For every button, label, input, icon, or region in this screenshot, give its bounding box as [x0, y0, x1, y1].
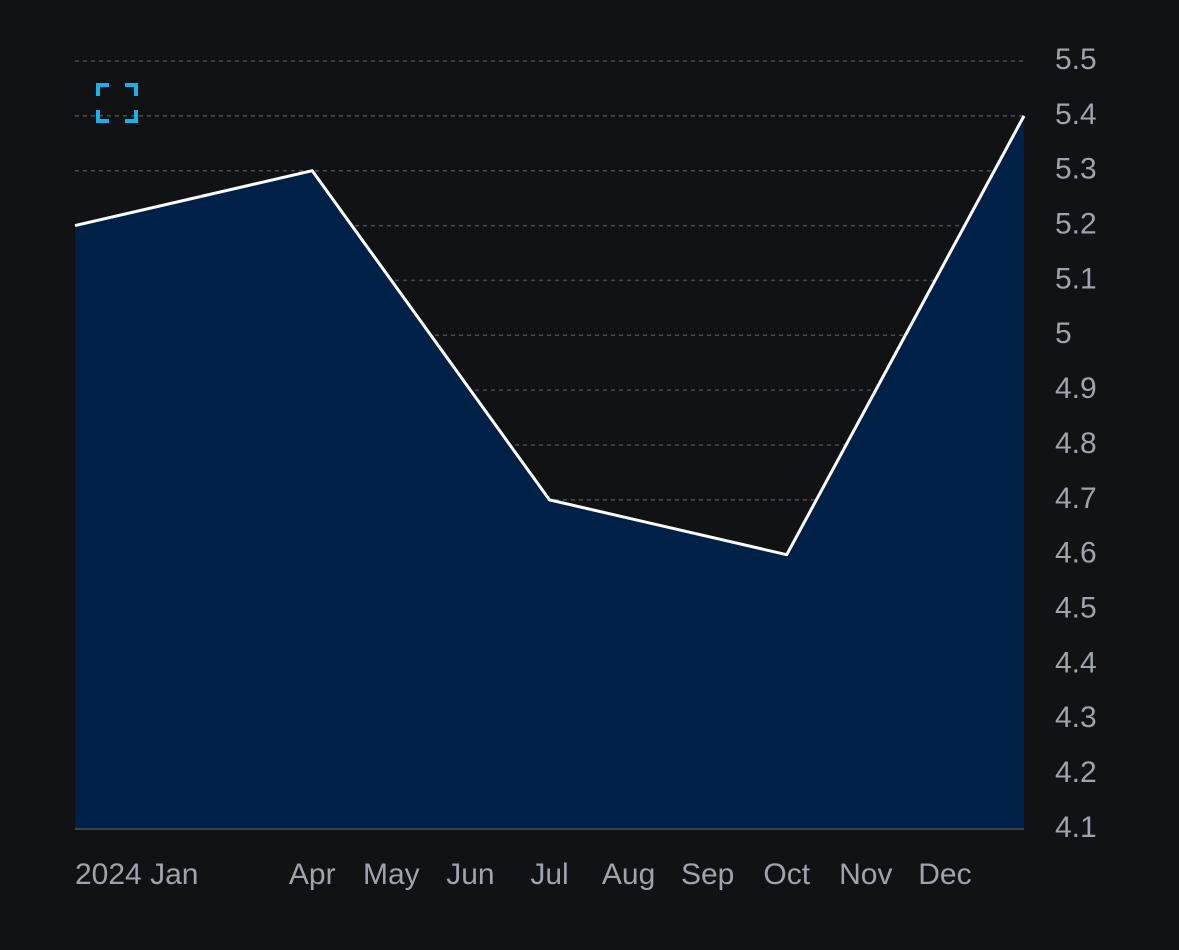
- x-tick-label: Sep: [681, 858, 734, 891]
- x-tick-label: Jun: [446, 858, 494, 891]
- y-tick-label: 5.4: [1055, 98, 1097, 131]
- y-tick-label: 5.1: [1055, 262, 1097, 295]
- y-tick-label: 5: [1055, 317, 1072, 350]
- y-tick-label: 5.5: [1055, 43, 1097, 76]
- y-tick-label: 4.7: [1055, 482, 1097, 515]
- x-tick-label: 2024 Jan: [75, 858, 198, 891]
- x-tick-label: Oct: [763, 858, 810, 891]
- x-tick-label: Nov: [839, 858, 892, 891]
- y-tick-label: 4.4: [1055, 646, 1097, 679]
- y-tick-label: 5.3: [1055, 153, 1097, 186]
- marks: [74, 115, 1026, 830]
- y-tick-label: 4.6: [1055, 537, 1097, 570]
- x-tick-label: Jul: [530, 858, 568, 891]
- x-tick-label: Dec: [918, 858, 971, 891]
- y-tick-label: 4.3: [1055, 701, 1097, 734]
- expand-icon-path[interactable]: [96, 83, 138, 123]
- y-tick-label: 4.8: [1055, 427, 1097, 460]
- y-tick-label: 4.1: [1055, 811, 1097, 844]
- x-tick-label: May: [363, 858, 420, 891]
- area-fill: [75, 115, 1024, 830]
- expand-icon[interactable]: [96, 83, 138, 123]
- y-tick-label: 5.2: [1055, 207, 1097, 240]
- line: [74, 115, 1026, 557]
- y-tick-label: 4.2: [1055, 756, 1097, 789]
- y-tick-label: 4.5: [1055, 591, 1097, 624]
- y-tick-label: 4.9: [1055, 372, 1097, 405]
- x-tick-label: Aug: [602, 858, 655, 891]
- x-tick-label: Apr: [289, 858, 336, 891]
